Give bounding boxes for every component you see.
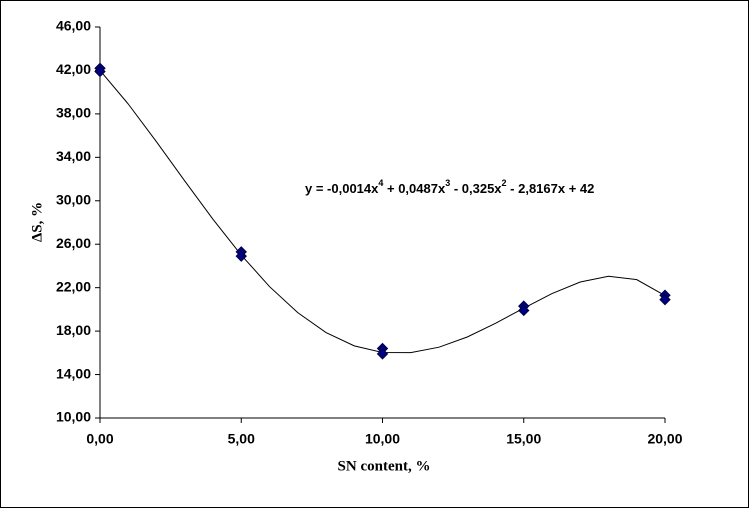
x-axis-title: SN content, % <box>338 458 431 474</box>
data-point <box>518 304 530 317</box>
data-point <box>376 348 389 360</box>
equation-text: - 2,8167x + 42 <box>507 181 595 196</box>
y-tick-label: 30,00 <box>56 191 91 207</box>
data-point <box>235 250 247 262</box>
y-tick-label: 34,00 <box>56 148 91 164</box>
equation-text: + 0,0487x <box>383 181 446 196</box>
y-axis-title: ΔS, % <box>29 202 45 242</box>
equation-exponent: 3 <box>445 178 450 188</box>
equation-exponent: 2 <box>502 178 507 188</box>
x-tick-label: 20,00 <box>647 431 682 447</box>
x-tick-label: 10,00 <box>365 431 400 447</box>
equation-exponent: 4 <box>378 178 383 188</box>
trendline-equation: y = -0,0014x4 + 0,0487x3 - 0,325x2 - 2,8… <box>305 178 594 196</box>
y-tick-label: 26,00 <box>56 235 91 251</box>
y-tick-label: 22,00 <box>56 278 91 294</box>
equation-text: - 0,325x <box>450 181 502 196</box>
y-tick-label: 18,00 <box>56 322 91 338</box>
x-tick-label: 15,00 <box>506 431 541 447</box>
data-point <box>659 293 671 306</box>
x-tick-label: 5,00 <box>228 431 255 447</box>
y-tick-label: 14,00 <box>56 365 91 381</box>
y-tick-label: 10,00 <box>56 409 91 425</box>
y-tick-label: 38,00 <box>56 105 91 121</box>
data-point <box>94 65 106 78</box>
y-tick-label: 42,00 <box>56 61 91 77</box>
x-tick-label: 0,00 <box>86 431 113 447</box>
equation-text: y = -0,0014x <box>305 181 379 196</box>
y-tick-label: 46,00 <box>56 18 91 34</box>
